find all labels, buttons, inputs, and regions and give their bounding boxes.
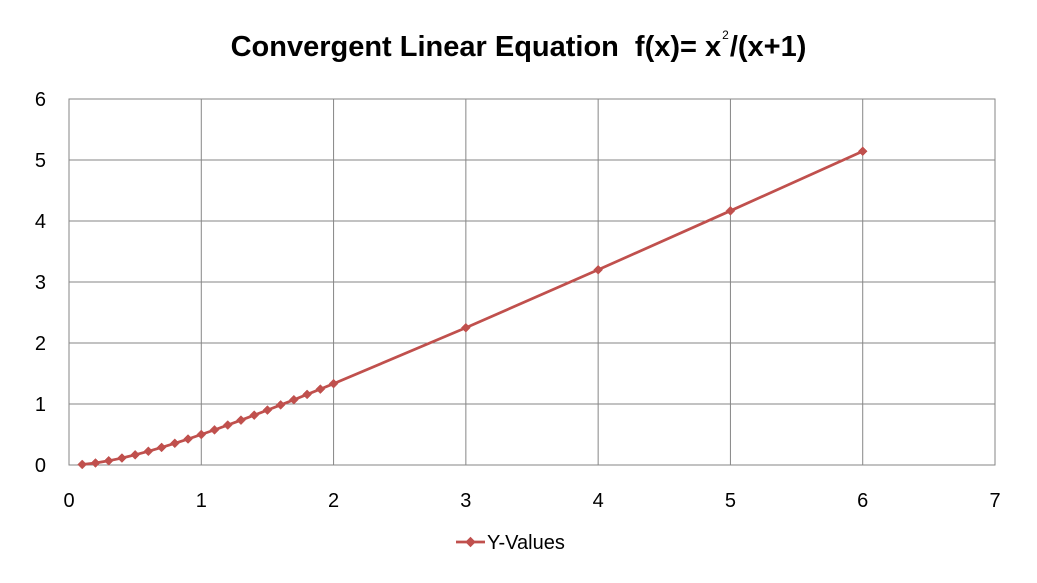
data-point [302, 389, 312, 400]
data-point [117, 453, 127, 463]
formula-prefix: f(x)= x [634, 31, 722, 63]
chart-title-formula: f(x)= x2/(x+1) [634, 28, 807, 63]
chart-title: Convergent Linear Equation f(x)= x2/(x+1) [0, 28, 1037, 64]
data-point [593, 264, 603, 275]
data-point [77, 459, 88, 470]
data-point [209, 425, 220, 435]
y-tick-label: 0 [35, 455, 46, 477]
data-point [461, 322, 471, 333]
data-point [725, 205, 736, 216]
legend-marker [465, 536, 476, 548]
data-point [222, 420, 233, 430]
legend-label: Y-Values [487, 532, 565, 554]
x-tick-label: 1 [196, 490, 207, 512]
data-point [857, 146, 868, 157]
data-point [249, 410, 260, 421]
y-tick-label: 6 [35, 89, 46, 111]
x-tick-label: 6 [857, 490, 868, 512]
data-point [236, 415, 246, 426]
data-point [262, 405, 273, 415]
data-point [315, 384, 326, 394]
data-point [103, 455, 114, 466]
data-point [196, 429, 207, 440]
data-point [275, 400, 286, 410]
y-tick-label: 4 [35, 211, 46, 233]
data-point [143, 446, 154, 457]
data-point [328, 378, 339, 389]
y-tick-label: 1 [35, 394, 46, 416]
data-point [130, 449, 140, 460]
x-tick-label: 5 [725, 490, 736, 512]
y-tick-label: 2 [35, 333, 46, 355]
x-tick-label: 7 [989, 490, 1000, 512]
series-line [82, 150, 864, 466]
data-point [156, 442, 167, 453]
x-tick-label: 0 [63, 490, 74, 512]
x-tick-label: 2 [328, 490, 339, 512]
x-tick-label: 3 [460, 490, 471, 512]
formula-exponent: 2 [722, 28, 729, 42]
data-point [183, 434, 193, 444]
chart-title-text: Convergent Linear Equation [230, 31, 619, 63]
formula-suffix: /(x+1) [729, 31, 807, 63]
data-point [169, 438, 180, 449]
x-tick-label: 4 [593, 490, 604, 512]
data-point [289, 394, 299, 405]
y-tick-label: 5 [35, 150, 46, 172]
y-tick-label: 3 [35, 272, 46, 294]
data-point [90, 458, 101, 468]
